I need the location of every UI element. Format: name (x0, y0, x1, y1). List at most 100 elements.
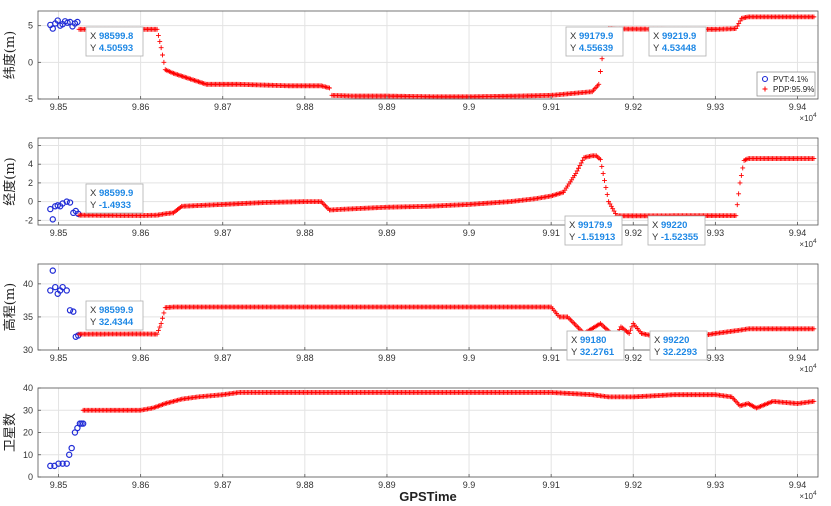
datatip-box (85, 300, 144, 331)
y-tick-label: 0 (28, 57, 33, 67)
pdp-point (577, 163, 583, 168)
pdp-point (604, 192, 610, 197)
legend-pdp-marker (762, 86, 768, 92)
pvt-point (54, 17, 61, 24)
pvt-point (49, 25, 56, 32)
datatip-x: X 99219.9 (653, 31, 696, 42)
pvt-point (79, 420, 87, 427)
series-pvt (47, 420, 87, 470)
datatip-y: Y -1.52355 (652, 232, 699, 243)
pdp-point (811, 156, 817, 161)
series-pdp (76, 14, 817, 100)
pvt-point (55, 460, 62, 467)
datatip[interactable]: X 99179.9Y -1.51913 (564, 215, 623, 246)
datatip[interactable]: X 99219.9Y 4.53448 (648, 26, 707, 57)
x-tick-label: 9.87 (214, 480, 232, 490)
pdp-point (161, 59, 167, 65)
x-tick-label: 9.89 (378, 228, 396, 238)
datatip-box (648, 26, 707, 57)
datatip-x: X 98599.9 (90, 305, 133, 316)
pdp-point (599, 56, 605, 62)
x-tick-label: 9.94 (789, 102, 807, 112)
x-tick-label: 9.87 (214, 102, 232, 112)
x-tick-label: 9.94 (789, 480, 807, 490)
pdp-point (599, 164, 605, 169)
x-tick-label: 9.86 (132, 480, 150, 490)
pvt-point (70, 308, 77, 315)
x-tick-label: 9.85 (50, 102, 68, 112)
pdp-point (734, 202, 740, 208)
datatip-box (566, 330, 625, 361)
pdp-point (600, 171, 606, 176)
pdp-point (734, 23, 740, 29)
y-tick-label: 30 (23, 345, 33, 355)
subplot-3: 9.85 9.86 9.87 9.88 9.89 9.9 9.91 9.92 9.93 9.94 3… (2, 263, 819, 374)
datatip-y: Y -1.4933 (90, 200, 131, 211)
x-axis-label: GPSTime (399, 489, 457, 504)
axes-box (37, 263, 819, 351)
y-tick-label: 4 (28, 159, 33, 169)
plot-area (38, 138, 818, 225)
datatip-y: Y 32.2761 (571, 347, 615, 358)
pdp-point (629, 324, 635, 330)
datatip[interactable]: X 98599.9Y -1.4933 (85, 183, 144, 214)
y-tick-label: 35 (23, 312, 33, 322)
axes-box (37, 137, 819, 226)
x-tick-label: 9.85 (50, 228, 68, 238)
datatip[interactable]: X 98599.9Y 32.4344 (85, 300, 144, 331)
y-tick-label: -2 (25, 215, 33, 225)
x-tick-label: 9.88 (296, 480, 314, 490)
x-tick-label: 9.89 (378, 480, 396, 490)
pvt-point (63, 198, 70, 205)
x-tick-label: 9.91 (542, 102, 560, 112)
pvt-point (65, 451, 73, 458)
pdp-point (154, 331, 160, 337)
datatip-y: Y 32.2293 (654, 347, 697, 358)
legend-entry-pdp: PDP:95.9% (773, 85, 814, 94)
datatip-y: Y -1.51913 (569, 232, 615, 243)
legend-box (756, 71, 816, 97)
pdp-point (580, 157, 586, 163)
subplot-2: 9.85 9.86 9.87 9.88 9.89 9.9 9.91 9.92 9.93 9.94 -… (2, 137, 819, 249)
pdp-point (740, 165, 746, 171)
x-tick-label: 9.94 (789, 353, 807, 363)
y-tick-label: 40 (23, 279, 33, 289)
pdp-point (157, 324, 163, 330)
x-tick-label: 9.9 (463, 353, 476, 363)
x-tick-label: 9.91 (542, 480, 560, 490)
x-tick-label: 9.86 (132, 228, 150, 238)
pdp-point (156, 328, 161, 333)
pvt-point (66, 199, 74, 206)
pdp-point (154, 26, 160, 32)
datatip-x: X 99180 (571, 335, 606, 346)
pdp-point (573, 171, 579, 176)
x-tick-label: 9.91 (542, 353, 560, 363)
datatip-box (565, 26, 624, 57)
datatip-y: Y 4.55639 (570, 43, 613, 54)
legend[interactable]: PVT:4.1%PDP:95.9% (756, 71, 816, 97)
pdp-point (576, 165, 581, 171)
datatip-x: X 98599.9 (90, 188, 133, 199)
datatip[interactable]: X 98599.8Y 4.50593 (85, 26, 144, 57)
y-tick-label: 2 (28, 178, 33, 188)
y-tick-label: 40 (23, 383, 33, 393)
datatip[interactable]: X 99179.9Y 4.55639 (565, 26, 624, 57)
datatip-box (649, 330, 708, 361)
pdp-point (628, 327, 633, 333)
pvt-point (68, 444, 75, 452)
series-pvt (47, 17, 81, 32)
datatip-x: X 99220 (652, 220, 687, 231)
subplot-4: 9.85 9.86 9.87 9.88 9.89 9.9 9.91 9.92 9.93 9.94 0… (3, 383, 819, 504)
pvt-point (47, 287, 54, 294)
pdp-point (811, 398, 817, 404)
y-axis-label: 卫星数 (3, 413, 18, 452)
datatip-box (564, 215, 623, 246)
x-tick-label: 9.92 (624, 353, 642, 363)
datatip-y: Y 4.50593 (90, 43, 133, 54)
pdp-point (736, 21, 742, 26)
